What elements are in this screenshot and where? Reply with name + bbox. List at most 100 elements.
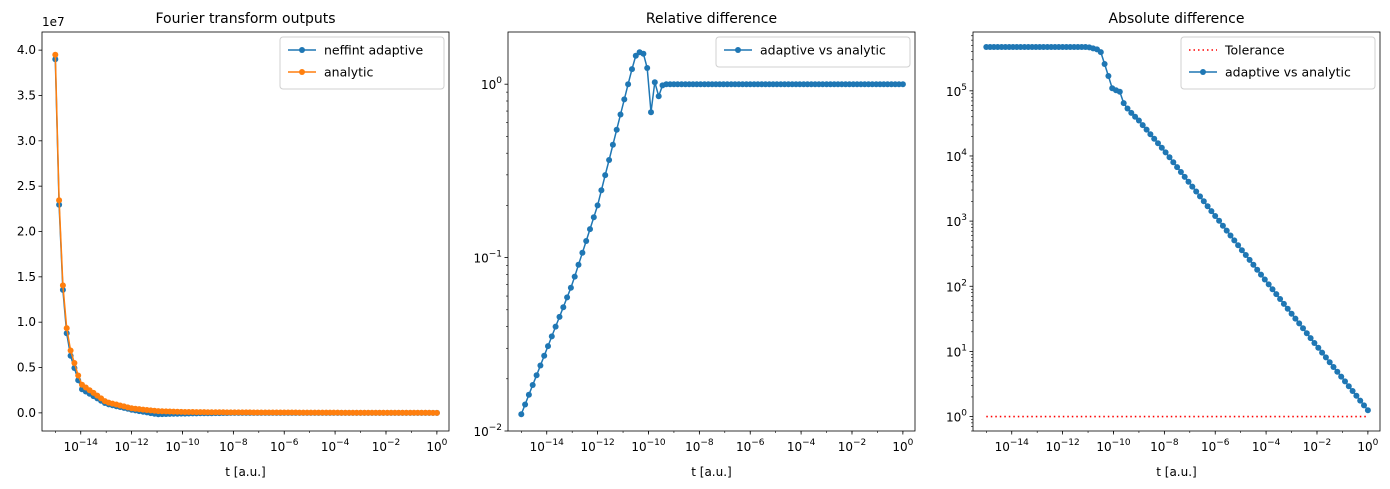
plot-area [518,49,906,418]
y-tick-label: 2.5 [17,179,36,193]
y-tick-label: 10−2 [473,423,502,439]
data-point [1212,213,1219,219]
data-point [1261,276,1268,283]
data-point [1319,349,1326,356]
chart-title: Fourier transform outputs [155,11,335,27]
data-point [1273,291,1280,298]
series-2 [983,44,1371,414]
legend-box [279,36,445,90]
x-tick-label: 10−4 [787,438,816,454]
y-tick-label: 101 [946,343,967,359]
legend-label: Tolerance [1224,43,1285,58]
data-point [1147,131,1154,138]
data-point [1204,203,1211,210]
data-point [621,96,628,103]
data-point [529,382,536,388]
legend-label: analytic [324,65,373,80]
data-point [575,261,582,268]
data-point [1124,105,1131,112]
data-point [1322,354,1329,361]
data-point [1315,344,1322,351]
data-point [1135,117,1142,124]
data-point [525,391,532,398]
x-tick-label: 10−14 [530,438,565,454]
axes-frame [41,31,450,432]
y-tick-label: 1.0 [17,315,36,329]
data-point [564,294,571,301]
x-tick-label: 10−12 [1045,438,1079,454]
data-point [1231,237,1238,244]
data-point [1250,261,1257,268]
x-tick-label: 10−4 [1252,438,1281,454]
data-point [1158,144,1165,151]
x-tick-label: 10−6 [270,438,299,454]
data-point [590,214,597,221]
data-point [56,197,63,204]
data-point [1311,340,1318,346]
legend-marker [735,47,741,53]
x-tick-label: 10−12 [114,438,148,454]
x-tick-label: 100 [892,438,913,454]
x-axis-label: t [a.u.] [691,465,731,479]
data-point [1361,402,1367,409]
data-point [1265,281,1272,288]
data-point [1338,373,1345,380]
y-tick-label: 103 [946,213,967,229]
y-tick-label: 104 [946,148,967,164]
data-point [1280,300,1287,307]
data-point [567,284,574,291]
legend-item: analytic [288,65,373,80]
data-point [1174,164,1181,171]
y-tick-label: 4.0 [17,43,36,57]
data-point [1334,368,1341,375]
data-point [1166,154,1173,161]
data-point [655,93,662,100]
data-point [63,325,70,332]
y-tick-label: 1.5 [17,270,36,284]
data-point [433,409,440,416]
data-point [606,157,613,163]
data-point [1246,256,1253,263]
x-tick-label: 10−4 [321,438,350,454]
data-point [533,372,540,379]
series-1 [52,56,440,418]
data-point [548,333,555,340]
x-tick-label: 10−12 [580,438,614,454]
data-point [1238,247,1245,254]
data-point [571,273,578,280]
data-point [648,109,654,116]
data-point [71,360,78,366]
data-point [552,323,559,330]
plot-area [983,44,1371,418]
y-tick-label: 102 [946,278,967,294]
data-point [609,141,616,148]
x-tick-label: 10−2 [1303,438,1332,454]
legend-marker [1200,69,1206,75]
data-point [1120,100,1127,107]
data-point [1258,271,1264,278]
chart-panel-3: Absolute difference t [a.u.] 10−14 10−12 10−… [946,11,1381,479]
data-point [1342,378,1348,385]
x-tick-label: 100 [1357,438,1378,454]
data-point [545,343,551,350]
chart-title: Relative difference [646,11,777,27]
data-point [1349,388,1356,394]
data-point [59,282,66,289]
legend-item: Tolerance [1189,43,1285,58]
legend: Tolerance adaptive vs analytic [1180,36,1376,90]
y-tick-label: 2.0 [17,225,36,239]
series-line [54,59,437,415]
data-point [1345,383,1352,390]
data-point [1097,49,1104,56]
x-tick-label: 10−8 [685,438,714,454]
data-point [1116,88,1123,95]
series-line [54,54,437,414]
data-point [1254,266,1261,273]
data-point [1197,193,1203,200]
y-tick-label: 100 [946,409,967,425]
y-offset-label: 1e7 [42,15,65,29]
x-tick-label: 10−6 [1201,438,1230,454]
data-point [1364,407,1371,414]
x-tick-label: 10−8 [219,438,248,454]
